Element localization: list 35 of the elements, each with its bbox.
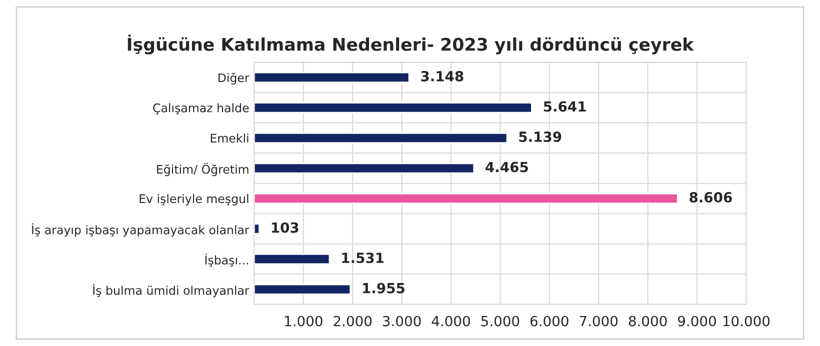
bar [254, 102, 532, 114]
data-label: 5.641 [544, 101, 586, 112]
chart-title: İşgücüne Katılmama Nedenleri- 2023 yılı dördüncü çeyrek [128, 34, 694, 54]
data-label: 1.955 [363, 282, 404, 294]
x-tick-label: 8.000 [628, 316, 667, 326]
y-tick-label: İş bulma ümidi olmayanlar [93, 284, 250, 298]
data-label: 1.531 [342, 252, 384, 264]
x-tick-label: 6.000 [530, 316, 568, 326]
x-tick-label: 10.000 [723, 316, 770, 326]
y-tick-label: Diğer [218, 72, 250, 85]
bar [254, 162, 475, 174]
y-tick-label: Çalışamaz halde [153, 103, 249, 114]
bar [254, 132, 508, 144]
x-tick-label: 1.000 [285, 316, 322, 326]
x-tick-label: 2.000 [334, 316, 372, 326]
y-tick-label: Emekli [210, 133, 248, 143]
x-tick-label: 5.000 [481, 316, 520, 326]
x-tick-label: 7.000 [580, 316, 618, 326]
bar [254, 284, 352, 295]
data-label: 5.139 [519, 131, 562, 142]
y-tick-label: Ev işleriyle meşgul [140, 194, 248, 206]
y-tick-label: Eğitim/ Öğretim [157, 162, 248, 176]
data-label: 103 [272, 222, 298, 233]
bar [254, 72, 410, 83]
bar [254, 192, 678, 204]
y-tick-label: İş arayıp işbaşı yapamayacak olanlar [32, 223, 250, 237]
x-tick-label: 4.000 [432, 316, 470, 326]
data-label: 3.148 [421, 70, 464, 82]
bar [254, 254, 330, 265]
bar [254, 223, 260, 234]
x-tick-label: 9.000 [678, 316, 716, 326]
data-label: 4.465 [486, 162, 528, 172]
data-label: 8.606 [690, 192, 732, 203]
x-tick-label: 3.000 [382, 316, 421, 326]
y-tick-label: İşbaşı... [205, 254, 248, 267]
